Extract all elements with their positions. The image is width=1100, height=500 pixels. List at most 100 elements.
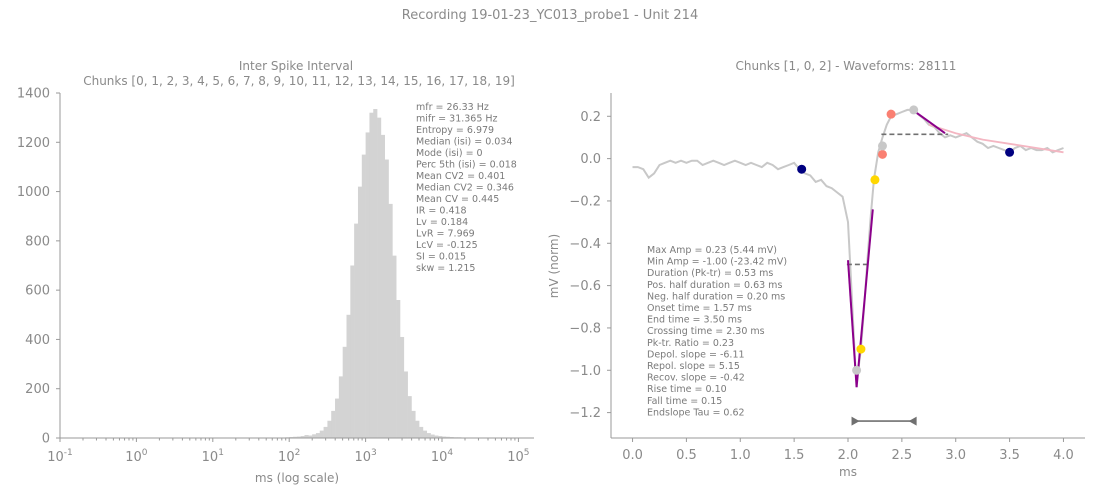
waveform-x-tick-label: 3.0 [945,448,966,463]
waveform-stat-line: Depol. slope = -6.11 [647,349,745,360]
isi-x-tick-label: 105 [507,448,529,465]
isi-x-tick-label: 10-1 [47,448,73,465]
isi-bar [438,436,443,438]
waveform-y-tick-label: −0.2 [569,194,601,209]
waveform-x-tick-label: 2.0 [838,448,859,463]
waveform-y-tick-label: −1.2 [569,406,601,421]
waveform-y-tick-label: −0.4 [569,237,601,252]
waveform-stat-line: Fall time = 0.15 [647,396,722,407]
waveform-stat-line: Neg. half duration = 0.20 ms [647,291,785,302]
isi-y-tick-label: 0 [42,432,50,447]
isi-bar [419,426,424,438]
isi-bars [281,109,473,439]
isi-title: Inter Spike Interval [239,59,353,73]
waveform-stat-line: Onset time = 1.57 ms [647,303,752,314]
isi-bar [354,223,359,438]
isi-bar [304,435,309,438]
waveform-x-ticks: 0.0 0.5 1.0 1.5 2.0 2.5 3.0 3.5 4.0 [622,438,1074,463]
isi-bar [369,112,374,438]
waveform-panel: Chunks [1, 0, 2] - Waveforms: 28111 0.20… [547,59,1085,479]
isi-bar [373,109,378,439]
waveform-marker [852,365,862,375]
isi-x-tick-label: 103 [354,448,376,465]
isi-bar [331,410,336,438]
waveform-stat-line: Pos. half duration = 0.63 ms [647,280,782,291]
isi-bar [422,430,428,438]
waveform-stat-line: Max Amp = 0.23 (5.44 mV) [647,245,777,256]
waveform-stat-line: Pk-tr. Ratio = 0.23 [647,338,734,349]
isi-bar [312,434,317,438]
isi-stat-line: Lv = 0.184 [416,217,468,228]
duration-arrow-head-right [908,416,917,426]
isi-bar [403,371,408,438]
isi-bar [335,398,340,438]
waveform-marker [877,141,887,151]
waveform-x-tick-label: 0.0 [622,448,643,463]
isi-bar [323,426,328,438]
waveform-stat-line: Duration (Pk-tr) = 0.53 ms [647,268,773,279]
waveform-x-tick-label: 0.5 [676,448,697,463]
isi-y-tick-label: 400 [25,333,50,348]
isi-bar [407,396,412,438]
isi-y-tick-label: 200 [25,382,50,397]
waveform-y-ticks: 0.2 0.0 −0.2 −0.4 −0.6 −0.8 −1.0 −1.2 [569,110,611,421]
isi-bar [361,154,366,438]
isi-bar [392,255,397,438]
waveform-marker [870,175,880,185]
waveform-x-tick-label: 4.0 [1053,448,1074,463]
waveform-stat-line: Endslope Tau = 0.62 [647,407,745,418]
isi-y-tick-label: 1000 [17,185,50,200]
waveform-y-tick-label: 0.2 [580,110,601,125]
waveform-y-tick-label: −0.8 [569,321,601,336]
isi-bar [296,436,301,438]
waveform-plot [632,105,1064,426]
isi-bar [315,433,321,438]
isi-bar [338,376,343,438]
isi-y-tick-label: 600 [25,284,50,299]
waveform-y-tick-label: −0.6 [569,279,601,294]
isi-bar [434,435,439,438]
waveform-y-tick-label: −1.0 [569,364,601,379]
waveform-x-tick-label: 2.5 [892,448,913,463]
isi-y-ticks: 0 200 400 600 800 1000 1200 1400 [17,87,60,447]
waveform-title: Chunks [1, 0, 2] - Waveforms: 28111 [736,59,957,73]
duration-arrow-head-left [851,416,860,426]
isi-bar [327,420,332,438]
isi-bar [388,203,393,438]
repol-slope-line [855,209,874,388]
waveform-x-tick-label: 1.0 [730,448,751,463]
waveform-y-label: mV (norm) [547,234,561,298]
waveform-stat-line: Crossing time = 2.30 ms [647,326,765,337]
isi-x-label: ms (log scale) [255,471,339,485]
isi-bar [411,410,416,438]
isi-stat-line: mfr = 26.33 Hz [416,102,489,113]
figure-title: Recording 19-01-23_YC013_probe1 - Unit 2… [401,8,699,23]
isi-bar [377,117,382,439]
waveform-x-label: ms [839,465,857,479]
isi-bar [384,159,389,439]
waveform-stat-line: End time = 3.50 ms [647,315,742,326]
waveform-marker [877,149,887,159]
isi-stat-line: IR = 0.418 [416,206,467,217]
isi-bar [426,433,431,438]
waveform-stat-line: Repol. slope = 5.15 [647,361,740,372]
isi-y-tick-label: 1200 [17,136,50,151]
isi-bar [430,434,435,438]
waveform-marker [886,109,896,119]
isi-bar [319,430,324,438]
waveform-stat-line: Rise time = 0.10 [647,384,727,395]
waveform-stats-text: Max Amp = 0.23 (5.44 mV)Min Amp = -1.00 … [647,245,787,418]
isi-stat-line: mifr = 31.365 Hz [416,114,498,125]
waveform-stat-line: Min Amp = -1.00 (-23.42 mV) [647,257,787,268]
isi-bar [346,314,351,438]
isi-x-tick-label: 101 [202,448,224,465]
isi-stat-line: SI = 0.015 [416,252,466,263]
waveform-marker [909,105,919,115]
waveform-y-tick-label: 0.0 [580,152,601,167]
isi-stat-line: Mode (isi) = 0 [416,148,483,159]
isi-bar [365,132,370,438]
isi-y-tick-label: 800 [25,234,50,249]
isi-bar [293,436,298,438]
